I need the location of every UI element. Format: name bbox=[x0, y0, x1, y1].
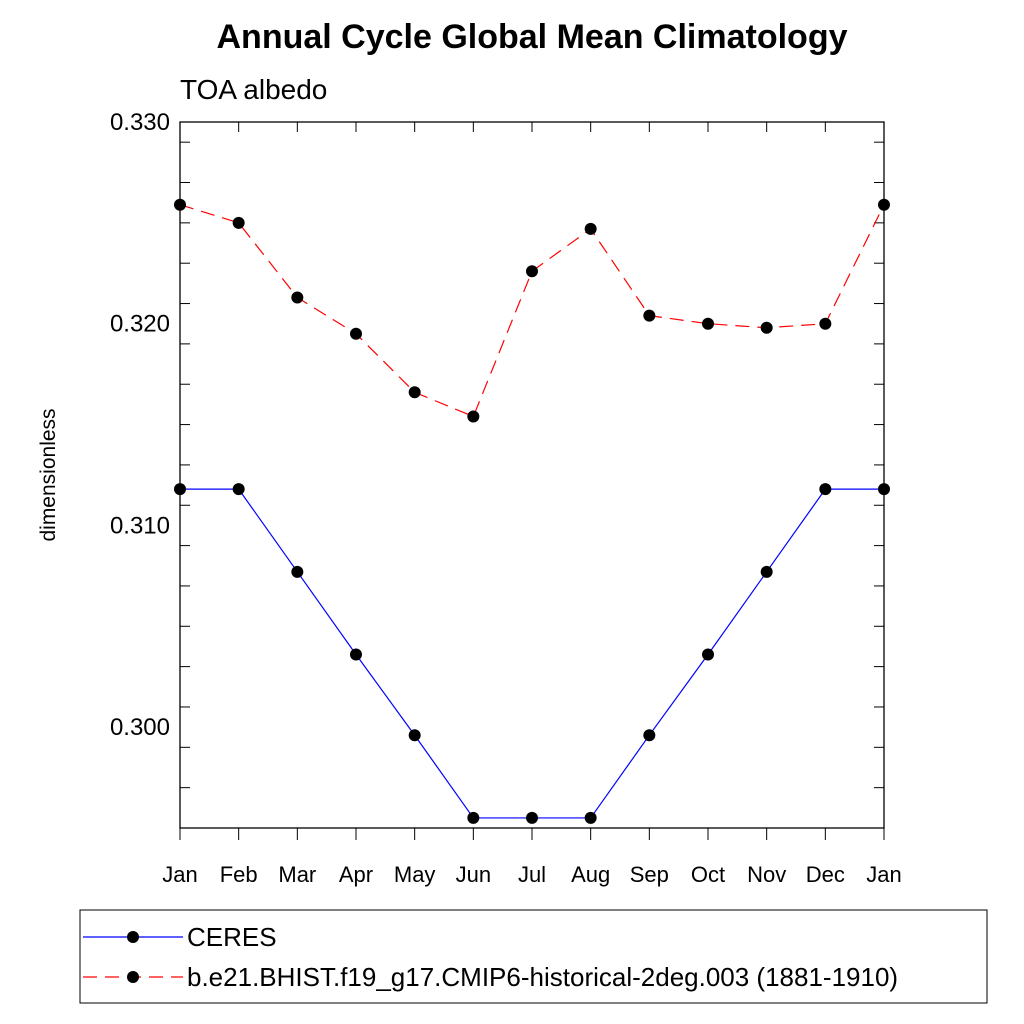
data-point bbox=[408, 729, 421, 742]
y-tick-label: 0.330 bbox=[110, 109, 170, 136]
data-point bbox=[526, 811, 538, 824]
legend-label-model: b.e21.BHIST.f19_g17.CMIP6-historical-2de… bbox=[187, 962, 898, 992]
y-tick-label: 0.320 bbox=[110, 311, 170, 338]
data-point bbox=[643, 309, 656, 322]
data-point bbox=[291, 565, 304, 578]
y-tick-label: 0.310 bbox=[110, 512, 170, 539]
x-tick-label: Dec bbox=[806, 862, 845, 887]
data-point bbox=[643, 729, 656, 742]
data-point bbox=[232, 216, 245, 229]
data-point bbox=[878, 198, 890, 211]
x-tick-label: Feb bbox=[220, 862, 258, 887]
series-line bbox=[180, 488, 884, 819]
data-point bbox=[350, 648, 362, 661]
data-point bbox=[702, 648, 714, 661]
axes: 0.300 0.310 0.320 0.330 Jan Feb Mar Apr May Jun Ju… bbox=[110, 109, 902, 887]
data-point bbox=[174, 483, 186, 496]
legend-label-ceres: CERES bbox=[187, 922, 277, 952]
x-tick-label: Mar bbox=[278, 862, 316, 887]
x-tick-label: Jul bbox=[518, 862, 546, 887]
plot-frame bbox=[179, 121, 885, 829]
y-axis-label: dimensionless bbox=[37, 408, 60, 541]
x-tick-label: Sep bbox=[630, 862, 669, 887]
x-tick-label: Aug bbox=[571, 862, 610, 887]
data-point bbox=[174, 198, 186, 211]
data-point bbox=[408, 386, 421, 399]
data-point bbox=[819, 317, 832, 330]
x-tick-label: Jan bbox=[162, 862, 197, 887]
data-point bbox=[350, 327, 362, 340]
x-tick-label: Jan bbox=[866, 862, 901, 887]
data-point bbox=[760, 321, 773, 334]
data-point bbox=[467, 811, 480, 824]
data-point bbox=[584, 811, 597, 824]
data-point bbox=[584, 222, 597, 235]
x-tick-label: Apr bbox=[339, 862, 373, 887]
data-point bbox=[526, 265, 538, 278]
x-tick-label: Oct bbox=[691, 862, 725, 887]
x-tick-label: May bbox=[394, 862, 436, 887]
x-tick-label: Nov bbox=[747, 862, 786, 887]
data-point bbox=[878, 483, 890, 496]
y-tick-label: 0.300 bbox=[110, 714, 170, 741]
data-point bbox=[232, 483, 245, 496]
data-point bbox=[702, 317, 714, 330]
legend: CERES b.e21.BHIST.f19_g17.CMIP6-historic… bbox=[79, 909, 988, 1004]
chart-title: Annual Cycle Global Mean Climatology bbox=[217, 18, 848, 56]
data-point bbox=[760, 565, 773, 578]
series-layer bbox=[174, 198, 890, 824]
legend-marker-model bbox=[127, 971, 139, 983]
data-point bbox=[467, 410, 480, 423]
data-point bbox=[291, 291, 304, 304]
x-tick-label: Jun bbox=[456, 862, 491, 887]
chart-subtitle: TOA albedo bbox=[180, 74, 327, 105]
legend-box bbox=[79, 909, 988, 1004]
legend-marker-ceres bbox=[127, 931, 139, 943]
series-line bbox=[179, 204, 885, 418]
data-point bbox=[819, 483, 832, 496]
